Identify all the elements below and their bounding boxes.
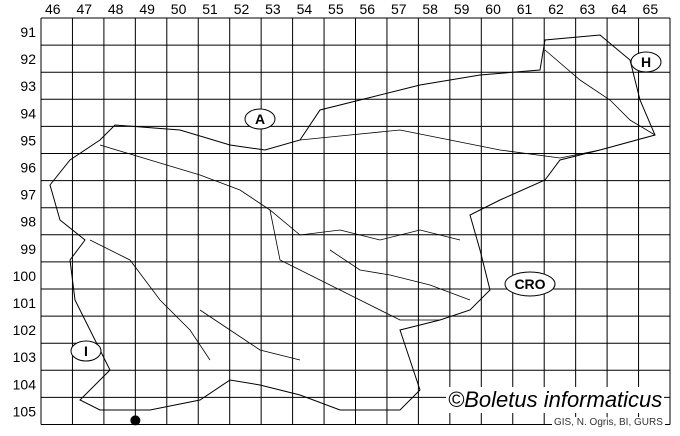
column-label: 63	[580, 1, 596, 17]
row-label: 94	[20, 105, 36, 121]
row-label: 105	[13, 403, 37, 419]
column-label: 58	[422, 1, 438, 17]
country-border	[49, 34, 656, 411]
record-dot	[130, 415, 141, 426]
row-label: 102	[13, 322, 37, 338]
neighbour-ellipse	[504, 271, 556, 297]
rivers	[89, 49, 656, 361]
column-label: 60	[485, 1, 501, 17]
column-label: 50	[171, 1, 187, 17]
row-label: 97	[20, 187, 36, 203]
column-label: 47	[76, 1, 92, 17]
column-label: 52	[234, 1, 250, 17]
row-label: 98	[20, 214, 36, 230]
column-label: 54	[297, 1, 313, 17]
credit-text: GIS, N. Ogris, BI, GURS	[552, 417, 665, 428]
neighbour-label-i: I	[84, 343, 88, 359]
column-label: 51	[202, 1, 218, 17]
column-label: 59	[454, 1, 470, 17]
neighbour-labels: A H CRO I	[70, 51, 662, 362]
column-label: 53	[265, 1, 281, 17]
neighbour-ellipse	[630, 51, 662, 73]
row-label: 99	[20, 241, 36, 257]
column-label: 62	[548, 1, 564, 17]
neighbour-label-a: A	[255, 111, 265, 127]
grid	[40, 17, 671, 425]
row-label: 91	[20, 24, 36, 40]
column-label: 48	[108, 1, 124, 17]
column-label: 55	[328, 1, 344, 17]
row-label: 92	[20, 51, 36, 67]
grid-labels: 46 47 48 49 50 51 52 53 54 55 56 57 58 59 60 61 62 63 64 65…	[13, 1, 659, 419]
neighbour-label-h: H	[641, 54, 651, 70]
records	[130, 415, 141, 426]
neighbour-label-cro: CRO	[514, 276, 545, 292]
column-label: 49	[139, 1, 155, 17]
column-label: 57	[391, 1, 407, 17]
row-label: 104	[13, 376, 37, 392]
column-label: 56	[360, 1, 376, 17]
neighbour-ellipse	[244, 108, 276, 130]
row-label: 95	[20, 132, 36, 148]
column-label: 61	[517, 1, 533, 17]
row-label: 96	[20, 160, 36, 176]
row-label: 100	[13, 268, 37, 284]
neighbour-ellipse	[70, 340, 102, 362]
row-label: 93	[20, 78, 36, 94]
column-label: 46	[45, 1, 61, 17]
column-label: 65	[643, 1, 659, 17]
column-label: 64	[611, 1, 627, 17]
copyright-text: ©Boletus informaticus	[446, 387, 665, 413]
row-label: 103	[13, 349, 37, 365]
row-label: 101	[13, 295, 37, 311]
